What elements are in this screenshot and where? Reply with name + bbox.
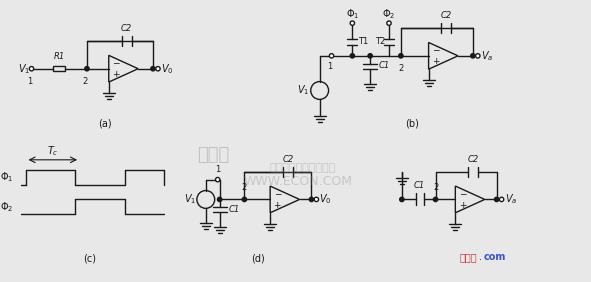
- Circle shape: [350, 21, 355, 25]
- Text: 2: 2: [82, 77, 87, 86]
- Text: R1: R1: [54, 52, 65, 61]
- Text: $V_0$: $V_0$: [161, 62, 174, 76]
- Text: 1: 1: [27, 77, 32, 86]
- Circle shape: [499, 197, 504, 202]
- Circle shape: [387, 21, 391, 25]
- Text: 中电网: 中电网: [197, 146, 230, 164]
- Circle shape: [217, 197, 222, 202]
- Text: 2: 2: [242, 184, 247, 193]
- Text: T1: T1: [358, 38, 369, 47]
- Text: +: +: [432, 57, 440, 66]
- Text: C1: C1: [229, 205, 240, 214]
- Circle shape: [400, 197, 404, 202]
- Text: −: −: [274, 189, 281, 198]
- Text: 接线图: 接线图: [459, 252, 477, 262]
- Text: (d): (d): [251, 254, 265, 264]
- Text: +: +: [274, 201, 281, 210]
- Text: −: −: [459, 189, 466, 198]
- Text: C2: C2: [441, 11, 452, 20]
- Text: $V_a$: $V_a$: [505, 193, 517, 206]
- Text: $V_a$: $V_a$: [481, 49, 493, 63]
- Circle shape: [156, 67, 160, 71]
- Text: 1: 1: [327, 62, 332, 71]
- Text: $V_1$: $V_1$: [184, 193, 196, 206]
- Text: +: +: [112, 70, 119, 79]
- Text: $\Phi_1$: $\Phi_1$: [346, 7, 359, 21]
- Circle shape: [470, 54, 475, 58]
- Circle shape: [495, 197, 499, 202]
- Text: $\Phi_1$: $\Phi_1$: [0, 170, 14, 184]
- Circle shape: [151, 67, 155, 71]
- Text: +: +: [459, 201, 466, 210]
- Text: $\Phi_2$: $\Phi_2$: [382, 7, 395, 21]
- Circle shape: [242, 197, 246, 202]
- Text: $T_c$: $T_c$: [47, 144, 59, 158]
- Text: com: com: [484, 252, 506, 262]
- Circle shape: [476, 54, 480, 58]
- Text: 2: 2: [398, 64, 404, 73]
- Text: 1: 1: [215, 165, 220, 174]
- Circle shape: [433, 197, 438, 202]
- Text: −: −: [112, 58, 119, 67]
- Circle shape: [30, 67, 34, 71]
- Bar: [53, 66, 66, 71]
- Text: $V_1$: $V_1$: [18, 62, 30, 76]
- Text: 杭州烽睿科技有限公司: 杭州烽睿科技有限公司: [269, 163, 336, 173]
- Text: (a): (a): [98, 118, 112, 128]
- Circle shape: [216, 177, 220, 182]
- Text: .: .: [479, 252, 482, 262]
- Text: C1: C1: [379, 61, 390, 70]
- Text: C1: C1: [414, 180, 426, 190]
- Text: T2: T2: [375, 38, 385, 47]
- Text: (c): (c): [83, 254, 96, 264]
- Text: C2: C2: [282, 155, 294, 164]
- Circle shape: [85, 67, 89, 71]
- Text: WWW.ECON.COM: WWW.ECON.COM: [243, 175, 352, 188]
- Circle shape: [329, 54, 334, 58]
- Text: $V_0$: $V_0$: [319, 193, 332, 206]
- Circle shape: [368, 54, 372, 58]
- Circle shape: [399, 54, 403, 58]
- Circle shape: [350, 54, 355, 58]
- Text: C2: C2: [467, 155, 479, 164]
- Text: $V_1$: $V_1$: [297, 83, 310, 97]
- Text: −: −: [432, 46, 440, 55]
- Text: (b): (b): [405, 118, 418, 128]
- Text: 2: 2: [433, 184, 438, 193]
- Text: $\Phi_2$: $\Phi_2$: [1, 200, 14, 214]
- Circle shape: [314, 197, 319, 202]
- Circle shape: [309, 197, 314, 202]
- Text: C2: C2: [121, 24, 132, 33]
